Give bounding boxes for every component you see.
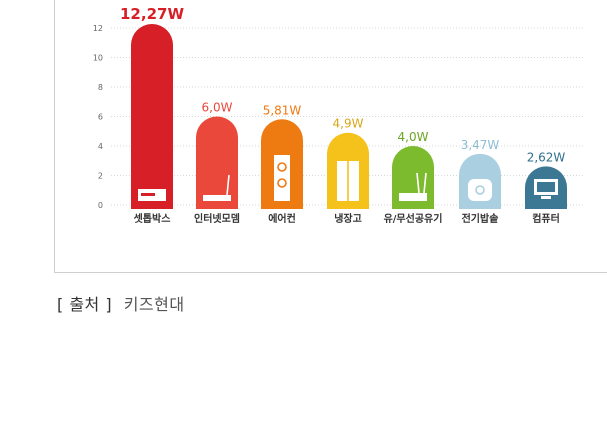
aircon-icon bbox=[274, 155, 290, 201]
bar-group: 6,0W 인터넷모뎀 bbox=[194, 101, 240, 226]
chart-svg: 0 2 4 6 8 10 12 12,27W 셋톱박스 6,0W 인터넷모뎀 5,81W 에어컨 4,9W… bbox=[93, 5, 584, 226]
source-name: 키즈현대 bbox=[123, 295, 185, 314]
source-label: [ 출처 ] bbox=[57, 295, 113, 314]
category-label: 전기밥솥 bbox=[462, 212, 499, 225]
refrigerator-icon bbox=[337, 161, 359, 201]
bar-group: 4,9W 냉장고 bbox=[327, 117, 369, 225]
data-label: 6,0W bbox=[202, 101, 233, 115]
bar bbox=[131, 24, 173, 210]
category-label: 셋톱박스 bbox=[134, 212, 171, 225]
y-tick-label: 6 bbox=[98, 113, 103, 122]
data-label: 5,81W bbox=[263, 103, 302, 117]
category-label: 냉장고 bbox=[334, 212, 362, 225]
category-label: 인터넷모뎀 bbox=[194, 212, 240, 225]
bar-group: 12,27W 셋톱박스 bbox=[120, 5, 184, 225]
router-icon bbox=[399, 172, 427, 201]
data-label: 2,62W bbox=[527, 150, 566, 164]
y-tick-label: 8 bbox=[98, 83, 103, 92]
rice-cooker-icon bbox=[468, 179, 492, 201]
y-tick-label: 0 bbox=[98, 201, 103, 210]
bar-group: 4,0W 유/무선공유기 bbox=[384, 130, 443, 225]
data-label: 3,47W bbox=[461, 138, 500, 152]
modem-icon bbox=[203, 174, 231, 201]
chart-frame: 0 2 4 6 8 10 12 12,27W 셋톱박스 6,0W 인터넷모뎀 5,81W 에어컨 4,9W… bbox=[54, 0, 607, 273]
monitor-icon bbox=[534, 179, 558, 199]
bar-group: 5,81W 에어컨 bbox=[261, 103, 303, 225]
data-label: 12,27W bbox=[120, 5, 184, 23]
data-label: 4,9W bbox=[333, 117, 364, 131]
y-tick-label: 2 bbox=[98, 172, 103, 181]
category-label: 컴퓨터 bbox=[532, 212, 560, 225]
source-caption: [ 출처 ] 키즈현대 bbox=[57, 291, 185, 315]
category-label: 에어컨 bbox=[268, 212, 296, 225]
bar-group: 3,47W 전기밥솥 bbox=[459, 138, 501, 225]
category-label: 유/무선공유기 bbox=[384, 212, 443, 225]
bar-group: 2,62W 컴퓨터 bbox=[525, 150, 567, 225]
data-label: 4,0W bbox=[398, 130, 429, 144]
y-tick-label: 12 bbox=[93, 24, 103, 33]
y-tick-label: 10 bbox=[93, 54, 103, 63]
y-tick-label: 4 bbox=[98, 142, 103, 151]
settop-box-icon bbox=[138, 189, 166, 201]
